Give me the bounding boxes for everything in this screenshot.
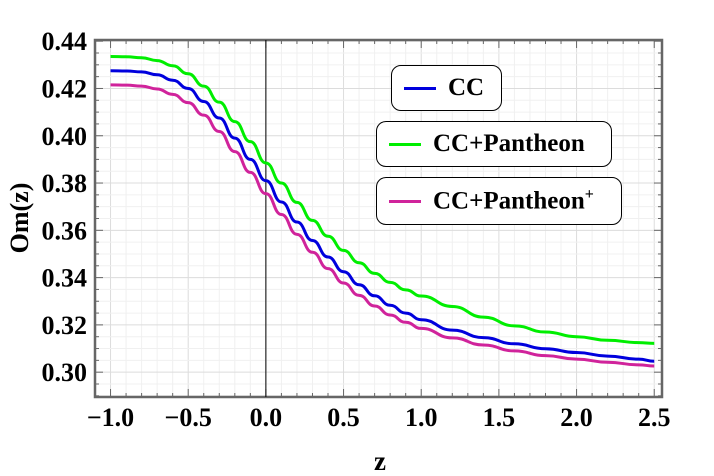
x-tick-label: 1.5 (483, 403, 516, 432)
series (110, 55, 655, 368)
legend-label-superscript: + (584, 186, 594, 204)
series-line-cc-pantheon (110, 55, 655, 345)
x-tick-label: 2.0 (560, 403, 593, 432)
legend-swatch-cc-pantheon-plus (389, 199, 421, 203)
y-tick-label: 0.42 (42, 74, 88, 103)
legend-label-cc-pantheon-plus: CC+Pantheon+ (433, 186, 594, 215)
y-tick-label: 0.40 (42, 122, 88, 151)
x-tick-label: −1.0 (87, 403, 134, 432)
series-line-cc (110, 69, 655, 363)
legend-item-cc-pantheon-plus: CC+Pantheon+ (376, 177, 622, 225)
y-tick-label: 0.30 (42, 358, 88, 387)
y-tick-label: 0.34 (42, 264, 88, 293)
x-tick-label: 0.0 (250, 403, 283, 432)
y-tick-label: 0.36 (42, 216, 88, 245)
x-tick-label: −0.5 (165, 403, 212, 432)
legend-item-cc-pantheon: CC+Pantheon (376, 121, 612, 167)
legend-label-cc: CC (448, 74, 485, 101)
x-tick-label: 2.5 (638, 403, 671, 432)
y-axis-label: Om(z) (5, 183, 34, 254)
x-tick-labels: −1.0 −0.5 0.0 0.5 1.0 1.5 2.0 2.5 (87, 403, 671, 432)
y-tick-labels: 0.30 0.32 0.34 0.36 0.38 0.40 0.42 0.44 (42, 27, 88, 387)
legend-label-cc-pantheon: CC+Pantheon (433, 130, 585, 157)
legend-item-cc: CC (391, 65, 502, 111)
legend-swatch-cc-pantheon (389, 142, 421, 146)
y-tick-label: 0.38 (42, 169, 88, 198)
series-line-cc-pantheon-plus (110, 83, 655, 368)
x-axis-label: z (374, 446, 386, 476)
axis-ticks (95, 40, 662, 397)
y-tick-label: 0.44 (42, 27, 88, 56)
x-tick-label: 0.5 (327, 403, 360, 432)
legend-swatch-cc (404, 86, 436, 90)
legend-label-cc-pantheon-plus-base: CC+Pantheon (433, 187, 585, 215)
y-tick-label: 0.32 (42, 311, 88, 340)
x-tick-label: 1.0 (405, 403, 438, 432)
